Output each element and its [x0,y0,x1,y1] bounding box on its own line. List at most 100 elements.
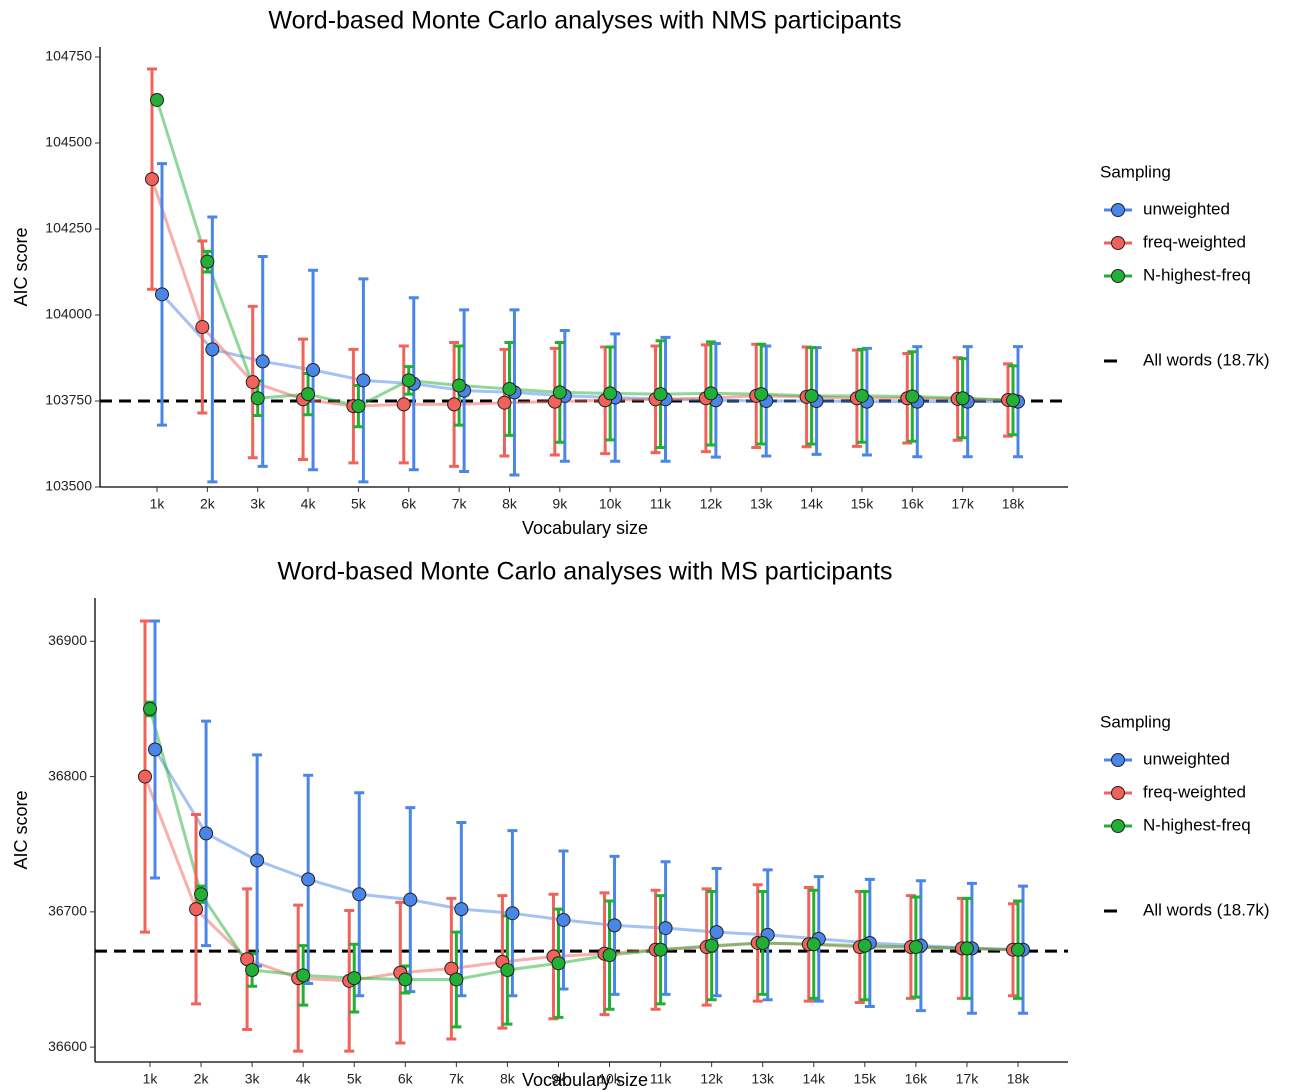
data-point [955,391,970,406]
x-tick-label: 4k [296,1071,312,1087]
data-point [245,375,260,390]
data-point [356,373,371,388]
x-tick-label: 7k [452,496,468,512]
legend-marker [1111,269,1125,283]
x-tick-label: 8k [502,496,518,512]
data-point [200,254,215,269]
legend-label: N-highest-freq [1143,815,1251,834]
data-point [602,948,617,963]
legend-marker [1111,753,1125,767]
x-tick-label: 13k [751,1071,775,1087]
data-point [396,397,411,412]
legend-label: freq-weighted [1143,782,1246,801]
y-tick-label: 36600 [48,1038,87,1054]
series-line [153,748,1024,952]
legend-marker [1111,819,1125,833]
x-tick-label: 7k [449,1071,465,1087]
data-point [143,701,157,716]
legend-label: unweighted [1143,199,1230,218]
x-tick-label: 10k [599,496,623,512]
data-point [653,387,668,402]
legend-title: Sampling [1100,162,1171,181]
x-tick-label: 1k [150,496,166,512]
data-point [1006,393,1020,408]
data-point [245,963,260,978]
data-point [704,938,719,953]
data-point [703,386,718,401]
legend-label: All words (18.7k) [1143,350,1270,369]
data-point [145,172,159,187]
data-point [552,385,567,400]
x-axis-label: Vocabulary size [522,518,648,538]
x-tick-label: 18k [1007,1071,1031,1087]
data-point [959,941,974,956]
data-point [148,742,162,757]
data-point [205,342,220,357]
legend-label: N-highest-freq [1143,265,1251,284]
series-line [148,708,1019,981]
data-point [653,942,668,957]
data-point [497,395,512,410]
y-tick-label: 36800 [48,767,87,783]
data-point [908,940,923,955]
data-point [150,92,164,107]
legend-label: All words (18.7k) [1143,900,1270,919]
data-point [195,320,210,335]
data-point [454,902,469,917]
x-tick-label: 2k [200,496,216,512]
legend-marker [1111,236,1125,250]
x-tick-label: 17k [956,1071,980,1087]
data-point [347,971,362,986]
data-point [505,906,520,921]
data-point [754,387,769,402]
x-tick-label: 16k [905,1071,929,1087]
data-point [556,912,571,927]
x-tick-label: 6k [398,1071,414,1087]
y-tick-label: 103750 [45,392,92,408]
data-point [854,388,869,403]
data-point [1011,942,1025,957]
y-tick-label: 36900 [48,632,87,648]
legend-marker [1111,786,1125,800]
data-point [255,354,270,369]
data-point [301,387,316,402]
data-point [194,887,209,902]
data-point [857,938,872,953]
data-point [398,972,413,987]
legend-label: unweighted [1143,749,1230,768]
data-point [607,918,622,933]
data-point [403,892,418,907]
x-tick-label: 12k [700,496,724,512]
data-point [452,378,467,393]
data-point [551,956,566,971]
data-point [296,968,311,983]
legend-label: freq-weighted [1143,232,1246,251]
data-point [804,388,819,403]
y-tick-label: 104250 [45,220,92,236]
x-tick-label: 14k [800,496,824,512]
x-tick-label: 3k [245,1071,261,1087]
x-tick-label: 17k [951,496,975,512]
x-tick-label: 4k [301,496,317,512]
legend-title: Sampling [1100,712,1171,731]
y-tick-label: 36700 [48,903,87,919]
x-tick-label: 1k [143,1071,159,1087]
data-point [500,963,515,978]
data-point [189,902,204,917]
data-point [449,972,464,987]
data-point [199,826,214,841]
data-point [155,287,169,302]
data-point [250,853,265,868]
x-tick-label: 16k [901,496,925,512]
y-tick-label: 104000 [45,306,92,322]
data-point [806,937,821,952]
y-axis-label: AIC score [11,790,31,869]
legend-marker [1111,203,1125,217]
x-tick-label: 9k [551,1071,567,1087]
x-axis-label: Vocabulary size [522,1070,648,1090]
x-tick-label: 14k [802,1071,826,1087]
data-point [447,397,462,412]
data-point [306,363,321,378]
data-point [301,872,316,887]
